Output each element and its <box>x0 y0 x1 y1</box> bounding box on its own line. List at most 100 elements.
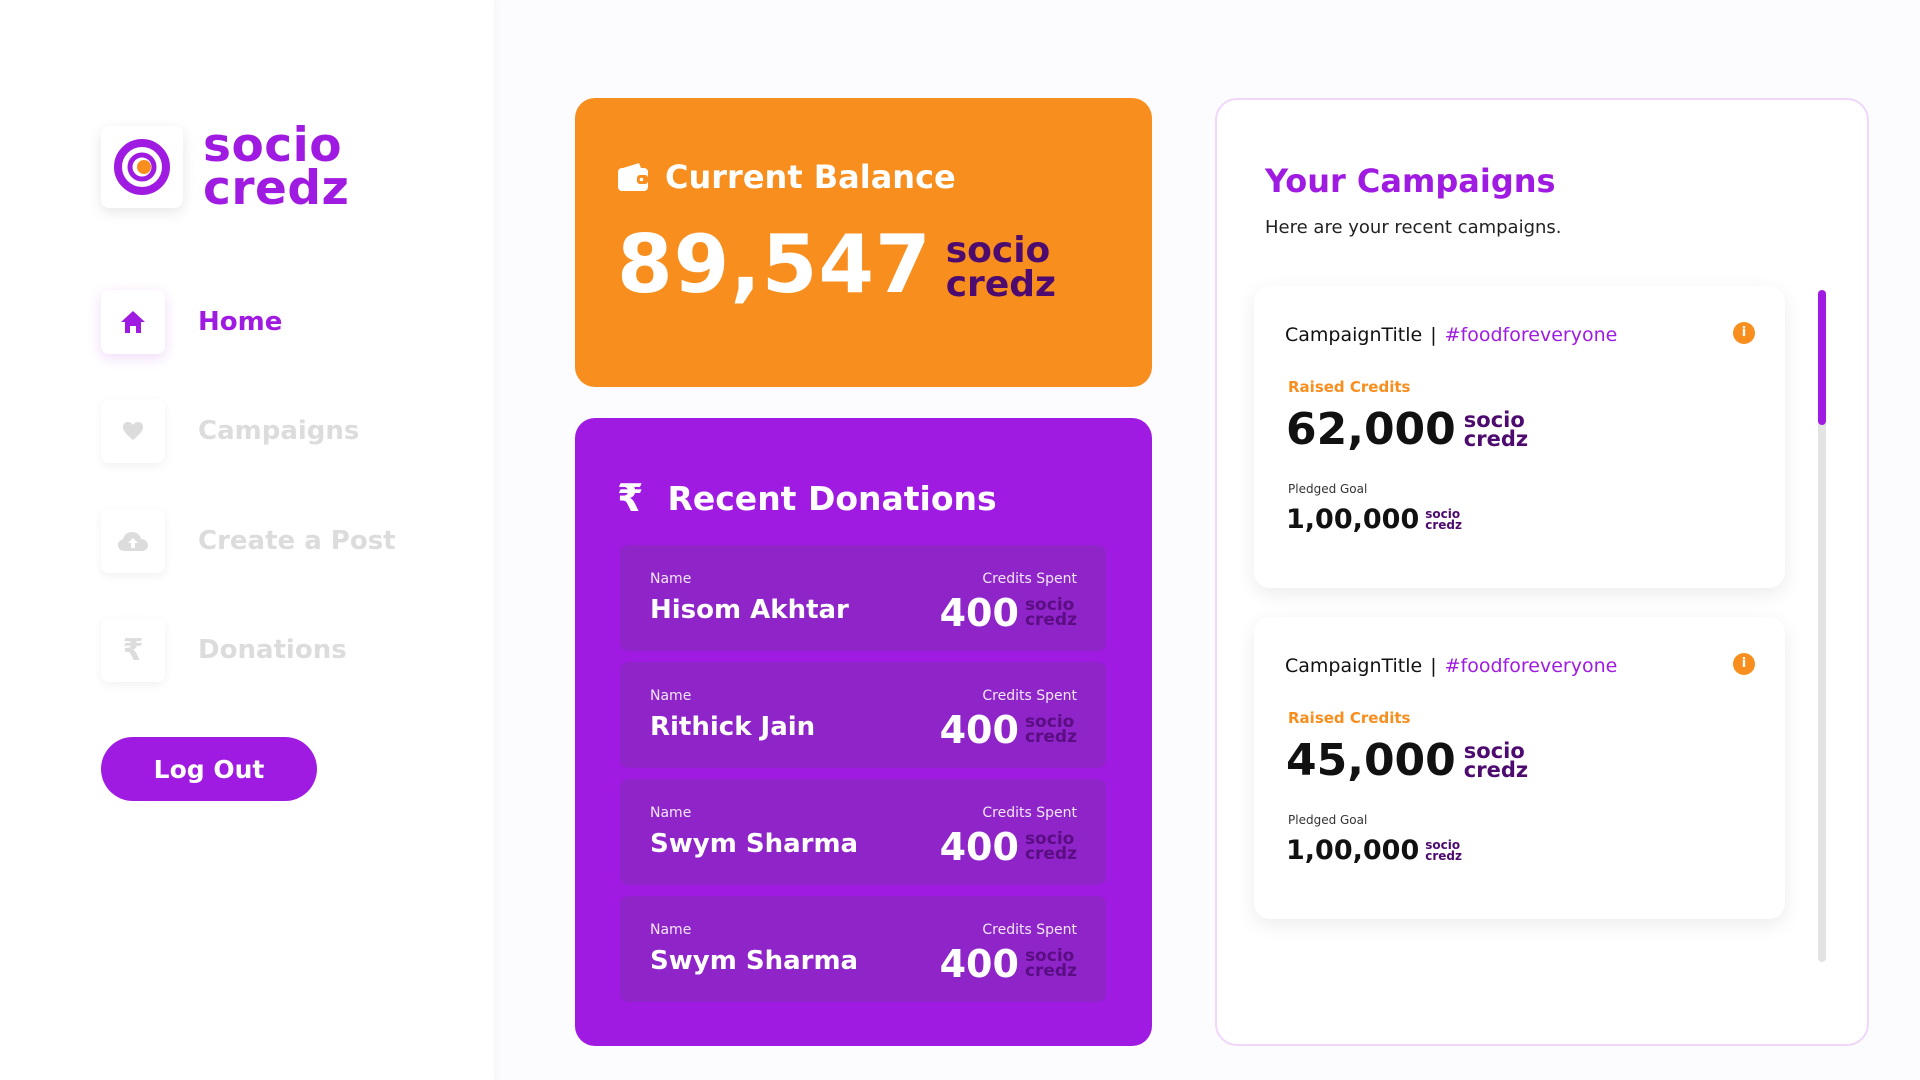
rupee-icon: ₹ <box>617 476 644 520</box>
cloud-upload-icon <box>101 509 165 573</box>
nav-item-donations[interactable]: ₹ Donations <box>101 618 347 682</box>
campaign-title: CampaignTitle <box>1285 655 1423 677</box>
balance-unit: socio credz <box>945 232 1056 305</box>
donation-row[interactable]: Name Credits Spent Rithick Jain 400 soci… <box>620 662 1106 768</box>
unit-line1: socio <box>1425 837 1461 852</box>
recent-donations-card: ₹ Recent Donations Name Credits Spent Hi… <box>575 418 1152 1046</box>
logo-mark <box>101 126 183 208</box>
brand-name: socio credz <box>203 122 350 216</box>
campaign-tag[interactable]: #foodforeveryone <box>1444 655 1618 677</box>
credits-amount: 400 <box>939 591 1019 635</box>
nav-label-create-post: Create a Post <box>198 526 396 556</box>
unit-line2: credz <box>1425 848 1462 863</box>
goal-unit: socio credz <box>1425 506 1462 532</box>
goal-unit: socio credz <box>1425 837 1462 863</box>
credits-value: 400 socio credz <box>940 942 1077 986</box>
campaign-card[interactable]: CampaignTitle | #foodforeveryone i Raised … <box>1254 286 1785 588</box>
unit-line2: credz <box>1024 610 1077 630</box>
raised-value: 45,000 socio credz <box>1286 735 1528 786</box>
credits-unit: socio credz <box>1024 946 1077 981</box>
balance-header: Current Balance <box>617 158 956 196</box>
credits-amount: 400 <box>939 942 1019 986</box>
unit-line1: socio <box>1463 407 1525 432</box>
unit-line2: credz <box>1024 844 1077 864</box>
donation-row[interactable]: Name Credits Spent Swym Sharma 400 socio… <box>620 896 1106 1002</box>
credits-label: Credits Spent <box>982 805 1077 821</box>
donor-name: Rithick Jain <box>650 712 816 742</box>
donor-name: Swym Sharma <box>650 829 859 859</box>
unit-line1: socio <box>1425 506 1461 521</box>
unit-line1: socio <box>1463 738 1525 763</box>
name-label: Name <box>650 922 692 938</box>
unit-line1: socio <box>1024 712 1075 732</box>
heart-icon <box>101 399 165 463</box>
goal-amount: 1,00,000 <box>1286 504 1420 535</box>
brand-logo[interactable]: socio credz <box>101 122 350 216</box>
credits-value: 400 socio credz <box>940 825 1077 869</box>
balance-amount: 89,547 <box>617 218 932 311</box>
nav-item-create-post[interactable]: Create a Post <box>101 509 396 573</box>
campaign-header: CampaignTitle | #foodforeveryone <box>1285 655 1617 677</box>
separator: | <box>1430 324 1437 346</box>
nav-item-campaigns[interactable]: Campaigns <box>101 399 359 463</box>
raised-unit: socio credz <box>1463 407 1528 449</box>
nav-label-campaigns: Campaigns <box>198 416 360 446</box>
unit-line1: socio <box>1024 946 1075 966</box>
scrollbar-thumb[interactable] <box>1818 290 1826 425</box>
donations-header: ₹ Recent Donations <box>617 476 997 520</box>
raised-amount: 62,000 <box>1286 404 1456 455</box>
campaign-title: CampaignTitle <box>1285 324 1423 346</box>
credits-label: Credits Spent <box>982 922 1077 938</box>
nav-label-home: Home <box>198 307 283 337</box>
raised-value: 62,000 socio credz <box>1286 404 1528 455</box>
goal-amount: 1,00,000 <box>1286 835 1420 866</box>
donor-name: Hisom Akhtar <box>650 595 849 625</box>
info-icon[interactable]: i <box>1733 653 1755 675</box>
credits-label: Credits Spent <box>982 688 1077 704</box>
goal-label: Pledged Goal <box>1288 482 1368 496</box>
name-label: Name <box>650 571 692 587</box>
credits-amount: 400 <box>939 708 1019 752</box>
rupee-glyph: ₹ <box>122 632 144 668</box>
info-icon[interactable]: i <box>1733 322 1755 344</box>
donation-row[interactable]: Name Credits Spent Hisom Akhtar 400 soci… <box>620 545 1106 651</box>
balance-title: Current Balance <box>665 158 956 196</box>
unit-line2: credz <box>1425 517 1462 532</box>
credits-amount: 400 <box>939 825 1019 869</box>
raised-amount: 45,000 <box>1286 735 1456 786</box>
credits-label: Credits Spent <box>982 571 1077 587</box>
separator: | <box>1430 655 1437 677</box>
unit-line2: credz <box>1024 961 1077 981</box>
rupee-icon: ₹ <box>101 618 165 682</box>
campaigns-scrollbar[interactable] <box>1818 290 1826 962</box>
credits-value: 400 socio credz <box>940 591 1077 635</box>
goal-value: 1,00,000 socio credz <box>1286 504 1462 535</box>
nav-label-donations: Donations <box>198 635 347 665</box>
unit-line2: credz <box>1024 727 1077 747</box>
logout-button[interactable]: Log Out <box>101 737 317 801</box>
name-label: Name <box>650 805 692 821</box>
unit-line2: credz <box>1463 757 1529 782</box>
campaigns-panel: Your Campaigns Here are your recent camp… <box>1215 98 1869 1046</box>
nav-item-home[interactable]: Home <box>101 290 282 354</box>
campaign-tag[interactable]: #foodforeveryone <box>1444 324 1618 346</box>
logo-icon <box>114 139 170 195</box>
raised-label: Raised Credits <box>1288 709 1411 727</box>
credits-unit: socio credz <box>1024 595 1077 630</box>
wallet-icon <box>618 163 648 191</box>
campaigns-title: Your Campaigns <box>1265 162 1556 200</box>
brand-line2: credz <box>203 161 350 216</box>
raised-label: Raised Credits <box>1288 378 1411 396</box>
credits-unit: socio credz <box>1024 831 1077 864</box>
donation-row[interactable]: Name Credits Spent Swym Sharma 400 socio… <box>620 779 1106 885</box>
name-label: Name <box>650 688 692 704</box>
campaign-card[interactable]: CampaignTitle | #foodforeveryone i Raised … <box>1254 617 1785 919</box>
campaign-header: CampaignTitle | #foodforeveryone <box>1285 324 1617 346</box>
donor-name: Swym Sharma <box>650 946 859 976</box>
raised-unit: socio credz <box>1463 738 1529 782</box>
unit-line1: socio <box>1024 595 1075 615</box>
goal-label: Pledged Goal <box>1288 813 1368 827</box>
credits-value: 400 socio credz <box>940 708 1077 752</box>
campaigns-subtitle: Here are your recent campaigns. <box>1265 217 1562 238</box>
unit-line2: credz <box>945 263 1056 305</box>
